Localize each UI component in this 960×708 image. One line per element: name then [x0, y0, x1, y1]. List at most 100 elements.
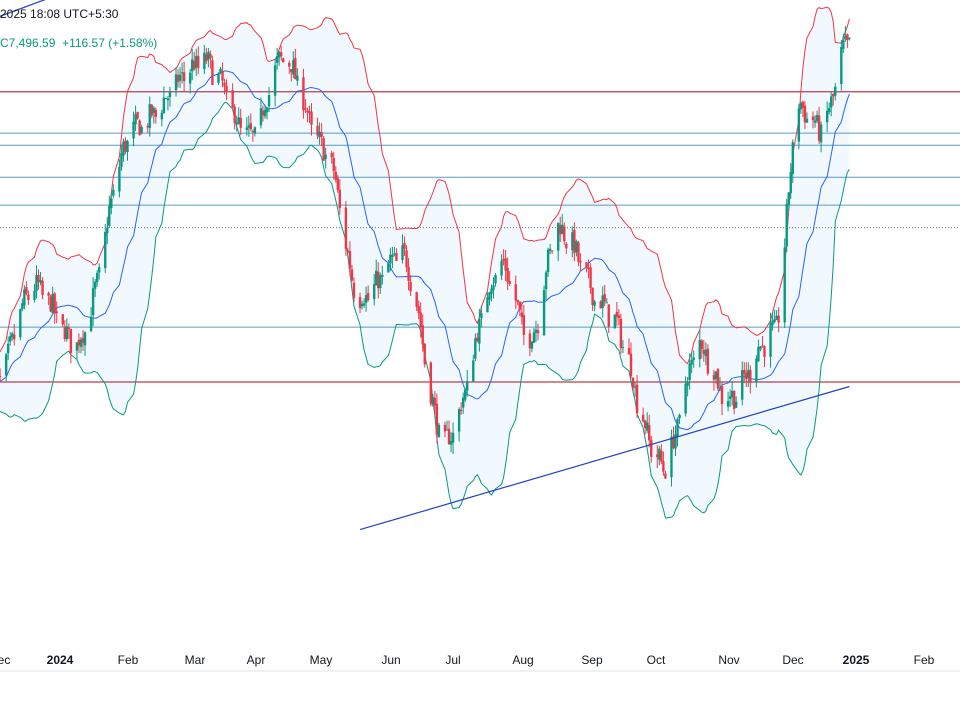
candle [239, 108, 242, 136]
candle [520, 301, 524, 325]
candle [237, 107, 240, 125]
candle [599, 300, 602, 309]
candle [166, 95, 170, 111]
candle [205, 47, 208, 64]
candle [389, 247, 392, 272]
candle [322, 135, 325, 161]
candle [89, 307, 93, 332]
x-tick-label: 2024 [47, 653, 74, 667]
candle [686, 376, 689, 397]
candle [720, 381, 724, 416]
candle [281, 57, 285, 63]
candle [759, 345, 762, 352]
candle [643, 419, 647, 435]
candle [472, 354, 475, 382]
candle [803, 101, 807, 130]
candle [771, 312, 774, 331]
candle [421, 314, 424, 352]
candle [338, 179, 342, 215]
candle [631, 377, 635, 393]
candle [75, 342, 79, 361]
candle [769, 312, 772, 368]
candle [55, 301, 58, 324]
candle [461, 392, 465, 414]
candle [664, 470, 667, 480]
candle [815, 110, 819, 124]
candlesticks [0, 25, 851, 487]
candle [797, 103, 801, 150]
candle [176, 69, 180, 88]
candle [846, 33, 849, 48]
candle [506, 257, 509, 291]
trendline-0[interactable] [0, 0, 275, 19]
candle [140, 124, 143, 135]
candle [712, 369, 716, 391]
candle [53, 291, 56, 324]
candle [504, 250, 507, 281]
candle [364, 286, 368, 312]
basis-line[interactable] [0, 70, 850, 431]
candle [706, 344, 710, 376]
candle [375, 259, 378, 286]
candle [277, 51, 281, 66]
candle [67, 323, 71, 339]
candle [306, 107, 309, 123]
candle [514, 275, 517, 309]
candle [324, 147, 327, 169]
candle [332, 151, 335, 180]
candle [124, 137, 127, 155]
candle [516, 299, 519, 306]
upper-band[interactable] [0, 6, 850, 393]
candle [704, 342, 708, 366]
candle [225, 79, 228, 101]
candle [488, 291, 491, 306]
candle [344, 201, 348, 256]
candle [433, 390, 437, 415]
x-tick-label: ec [0, 653, 10, 667]
candle [561, 214, 564, 235]
trendlines[interactable] [0, 0, 850, 531]
candle [273, 58, 277, 107]
candle [259, 97, 263, 129]
candle [417, 300, 420, 320]
candle [761, 336, 764, 348]
bollinger-bands [0, 6, 850, 519]
candle [500, 254, 503, 281]
candle [95, 270, 99, 287]
candle [589, 263, 592, 294]
candle [573, 222, 576, 262]
candle [320, 123, 323, 147]
candle [635, 374, 639, 419]
candle [310, 103, 313, 136]
candle [168, 86, 172, 107]
candle [550, 250, 554, 254]
candle [152, 106, 155, 124]
x-tick-label: Jul [445, 653, 460, 667]
candle [178, 67, 182, 88]
candle [279, 46, 283, 61]
candle [253, 126, 257, 137]
candle [308, 105, 311, 124]
candle [346, 248, 350, 254]
candle [360, 300, 364, 310]
candle [0, 368, 2, 383]
candle [530, 340, 534, 353]
candle [182, 61, 186, 93]
candle [508, 271, 511, 287]
x-tick-label: Mar [185, 653, 206, 667]
candle [777, 307, 780, 333]
candle [296, 68, 299, 86]
candle [336, 174, 339, 193]
candle [805, 112, 809, 123]
candle [21, 298, 24, 312]
candle [607, 304, 610, 334]
candle [486, 292, 489, 313]
candle [749, 365, 752, 394]
trendline-1[interactable] [359, 385, 850, 531]
time-axis[interactable]: ec 2024 Feb Mar Apr May Jun Jul Aug Sep Oct Nov Dec 2… [0, 653, 935, 667]
candle [334, 166, 337, 183]
candle [47, 291, 50, 305]
candle [627, 338, 631, 355]
candle [819, 121, 823, 153]
